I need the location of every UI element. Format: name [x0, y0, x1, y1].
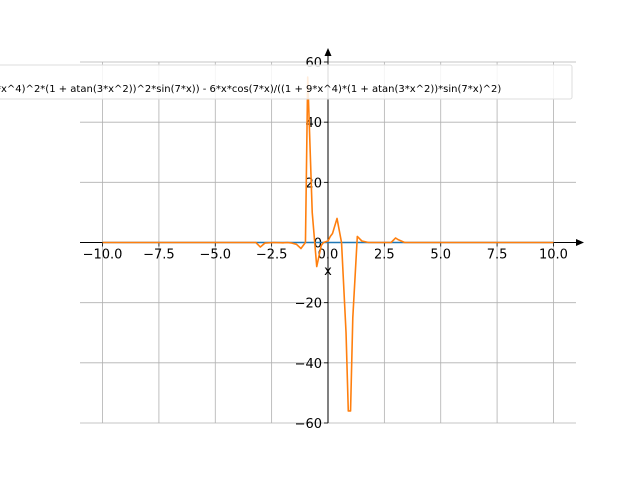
- y-tick-label: 20: [305, 176, 322, 191]
- axes: [80, 48, 584, 423]
- ticks: −10.0 −7.5 −5.0 −2.5 0.0 2.5 5.0 7.5 10.0−60−40−…: [83, 56, 568, 432]
- series: [102, 76, 554, 412]
- x-axis-arrow: [576, 239, 584, 246]
- x-tick-label: −10.0: [83, 248, 123, 263]
- y-tick-label: −40: [295, 357, 322, 372]
- x-tick-label: 10.0: [539, 248, 568, 263]
- legend-label: *x^4)^2*(1 + atan(3*x^2))^2*sin(7*x)) - …: [0, 84, 501, 95]
- x-tick-label: 2.5: [374, 248, 395, 263]
- y-tick-label: −20: [295, 297, 322, 312]
- legend-box: [0, 64, 573, 100]
- x-tick-label: −5.0: [199, 248, 231, 263]
- series-line-2: [102, 76, 554, 412]
- x-tick-label: 5.0: [430, 248, 451, 263]
- x-axis-label: x: [324, 264, 332, 279]
- y-tick-label: −60: [295, 417, 322, 432]
- y-axis-arrow: [324, 48, 332, 56]
- x-tick-label: −2.5: [256, 248, 288, 263]
- x-tick-label: 7.5: [487, 248, 508, 263]
- y-tick-label: 0: [314, 237, 322, 252]
- x-tick-label: −7.5: [143, 248, 175, 263]
- legend: *x^4)^2*(1 + atan(3*x^2))^2*sin(7*x)) - …: [0, 64, 573, 100]
